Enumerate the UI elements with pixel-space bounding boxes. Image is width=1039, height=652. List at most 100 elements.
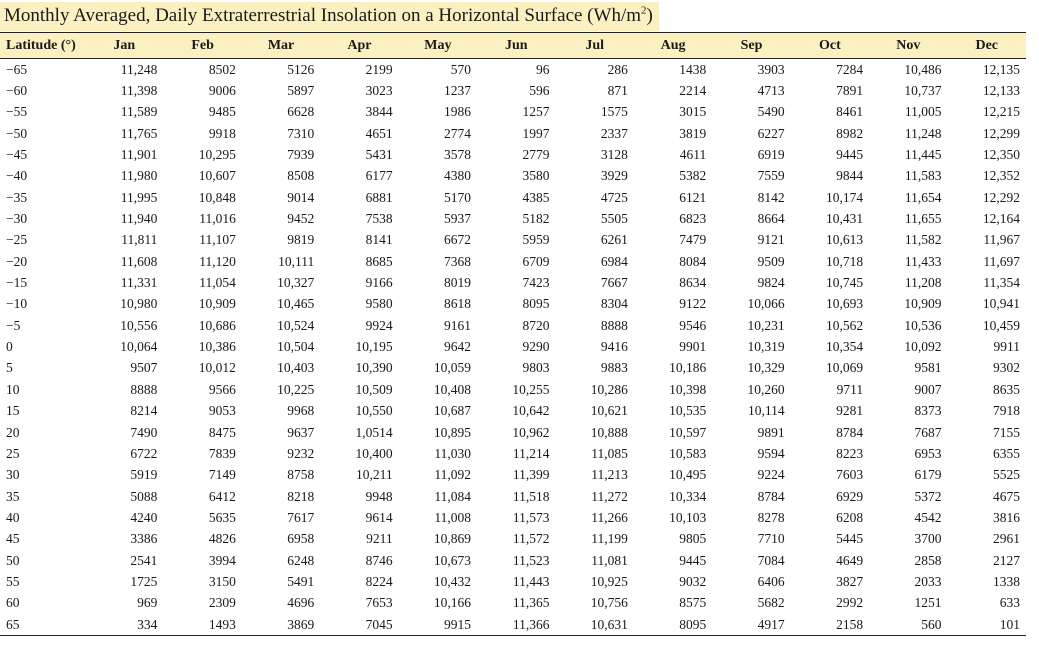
insolation-cell: 9891 <box>757 424 785 440</box>
insolation-cell: 6248 <box>287 552 315 568</box>
table-row: 65 334 1493 3869 7045 9915 11,366 10,631 8095 491… <box>0 614 1026 636</box>
insolation-cell: 8475 <box>208 424 236 440</box>
insolation-cell: 5682 <box>757 595 785 611</box>
insolation-cell: 5897 <box>287 83 315 99</box>
insolation-cell: 10,260 <box>747 381 785 397</box>
insolation-cell: 7653 <box>365 595 393 611</box>
insolation-cell: 10,400 <box>355 445 393 461</box>
insolation-cell: 9594 <box>757 445 785 461</box>
latitude-cell: −10 <box>6 296 28 312</box>
insolation-cell: 10,092 <box>904 339 942 355</box>
insolation-cell: 11,081 <box>591 552 628 568</box>
insolation-cell: 10,069 <box>825 360 864 376</box>
insolation-cell: 10,687 <box>433 403 472 419</box>
insolation-cell: 11,398 <box>120 83 158 99</box>
latitude-cell: −5 <box>6 317 21 333</box>
insolation-cell: 596 <box>529 83 550 99</box>
table-title: Monthly Averaged, Daily Extraterrestrial… <box>0 2 659 31</box>
latitude-cell: −45 <box>6 147 28 163</box>
insolation-cell: 11,901 <box>120 147 158 163</box>
insolation-cell: 2541 <box>130 552 158 568</box>
insolation-cell: 2309 <box>208 595 236 611</box>
table-body: −65 11,248 8502 5126 2199 570 96 286 1438 3903 728… <box>0 59 1026 636</box>
insolation-cell: 8784 <box>757 488 785 504</box>
insolation-cell: 9211 <box>366 531 393 547</box>
insolation-cell: 10,329 <box>747 360 785 376</box>
insolation-cell: 7891 <box>836 83 864 99</box>
insolation-cell: 6672 <box>444 232 472 248</box>
insolation-cell: 11,582 <box>904 232 942 248</box>
insolation-cell: 6121 <box>679 189 707 205</box>
insolation-cell: 9915 <box>444 616 472 632</box>
insolation-cell: 10,064 <box>120 339 158 355</box>
insolation-cell: 7490 <box>130 424 158 440</box>
insolation-cell: 8685 <box>365 253 393 269</box>
insolation-cell: 10,925 <box>590 573 628 589</box>
insolation-cell: 9014 <box>287 189 315 205</box>
insolation-cell: 11,248 <box>904 125 942 141</box>
insolation-cell: 11,331 <box>120 275 158 291</box>
insolation-cell: 5182 <box>522 211 550 227</box>
insolation-cell: 10,745 <box>825 275 864 291</box>
latitude-cell: −35 <box>6 189 28 205</box>
insolation-cell: 10,334 <box>669 488 707 504</box>
insolation-cell: 8095 <box>679 616 707 632</box>
insolation-cell: 10,869 <box>433 531 472 547</box>
table-row: −35 11,995 10,848 9014 6881 5170 4385 4725 6121 8… <box>0 187 1026 208</box>
insolation-cell: 10,295 <box>198 147 236 163</box>
table-row: −10 10,980 10,909 10,465 9580 8618 8095 8304 912… <box>0 294 1026 315</box>
latitude-cell: −30 <box>6 211 28 227</box>
header-row: Latitude (°) Jan Feb Mar Apr May Jun Jul Aug Sep O… <box>0 32 1026 59</box>
insolation-cell: 5126 <box>287 61 315 77</box>
insolation-cell: 101 <box>999 616 1020 632</box>
insolation-cell: 10,231 <box>747 317 785 333</box>
insolation-cell: 10,111 <box>278 253 315 269</box>
insolation-cell: 9507 <box>130 360 158 376</box>
insolation-cell: 5088 <box>130 488 158 504</box>
latitude-cell: 35 <box>6 488 20 504</box>
insolation-cell: 11,433 <box>904 253 942 269</box>
insolation-cell: 1493 <box>208 616 236 632</box>
insolation-cell: 2858 <box>914 552 942 568</box>
insolation-cell: 8982 <box>836 125 864 141</box>
insolation-cell: 3150 <box>208 573 236 589</box>
insolation-cell: 9968 <box>287 403 315 419</box>
insolation-cell: 10,524 <box>277 317 315 333</box>
insolation-cell: 4240 <box>130 509 158 525</box>
insolation-cell: 6406 <box>757 573 785 589</box>
insolation-cell: 10,286 <box>590 381 628 397</box>
latitude-cell: 45 <box>6 531 20 547</box>
insolation-cell: 6628 <box>287 104 315 120</box>
table-row: −25 11,811 11,107 9819 8141 6672 5959 6261 7479 9… <box>0 230 1026 251</box>
insolation-cell: 12,133 <box>982 83 1020 99</box>
insolation-cell: 5525 <box>993 467 1020 483</box>
column-header-apr: Apr <box>320 32 399 59</box>
insolation-cell: 12,135 <box>982 61 1020 77</box>
insolation-cell: 10,562 <box>825 317 864 333</box>
latitude-cell: −15 <box>6 275 28 291</box>
insolation-cell: 10,398 <box>669 381 707 397</box>
insolation-cell: 8634 <box>679 275 707 291</box>
insolation-cell: 7423 <box>522 275 550 291</box>
insolation-cell: 6227 <box>757 125 785 141</box>
insolation-cell: 5170 <box>444 189 472 205</box>
insolation-cell: 11,016 <box>199 211 236 227</box>
insolation-cell: 9580 <box>365 296 393 312</box>
insolation-cell: 1251 <box>914 595 942 611</box>
insolation-cell: 8746 <box>365 552 393 568</box>
latitude-cell: 40 <box>6 509 20 525</box>
insolation-cell: 8888 <box>600 317 628 333</box>
insolation-cell: 11,120 <box>199 253 236 269</box>
insolation-cell: 1575 <box>600 104 628 120</box>
table-row: 35 5088 6412 8218 9948 11,084 11,518 11,272 10,3… <box>0 486 1026 507</box>
insolation-cell: 9161 <box>444 317 472 333</box>
insolation-cell: 7149 <box>208 467 236 483</box>
insolation-cell: 11,030 <box>434 445 472 461</box>
insolation-cell: 5372 <box>914 488 942 504</box>
insolation-cell: 11,583 <box>904 168 942 184</box>
insolation-cell: 2158 <box>836 616 864 632</box>
insolation-cell: 9509 <box>757 253 785 269</box>
insolation-cell: 11,365 <box>512 595 550 611</box>
insolation-cell: 5635 <box>208 509 236 525</box>
table-row: 0 10,064 10,386 10,504 10,195 9642 9290 9416 990… <box>0 336 1026 357</box>
